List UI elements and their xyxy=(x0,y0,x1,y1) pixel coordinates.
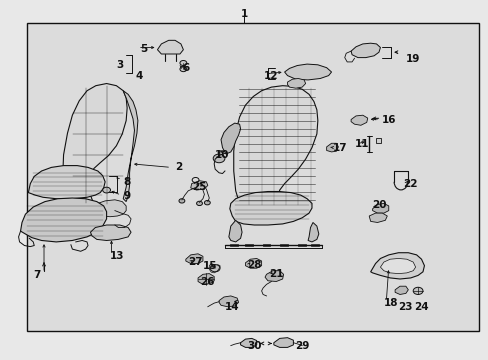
Text: 16: 16 xyxy=(381,114,395,125)
Polygon shape xyxy=(298,244,305,246)
Polygon shape xyxy=(245,258,261,268)
Circle shape xyxy=(196,201,202,206)
Polygon shape xyxy=(95,200,126,217)
Text: 2: 2 xyxy=(175,162,182,172)
Text: 8: 8 xyxy=(123,177,130,187)
Text: 5: 5 xyxy=(141,44,147,54)
Polygon shape xyxy=(368,213,386,222)
Polygon shape xyxy=(311,244,319,246)
Polygon shape xyxy=(287,78,305,88)
Text: 1: 1 xyxy=(241,9,247,19)
Polygon shape xyxy=(219,296,238,307)
Polygon shape xyxy=(326,143,338,152)
Text: 27: 27 xyxy=(188,257,203,267)
Text: 13: 13 xyxy=(110,251,124,261)
Polygon shape xyxy=(90,225,131,240)
Text: 18: 18 xyxy=(383,298,398,308)
Text: 25: 25 xyxy=(192,182,206,192)
Polygon shape xyxy=(123,91,138,202)
Text: 22: 22 xyxy=(403,179,417,189)
Polygon shape xyxy=(273,338,293,347)
Text: 28: 28 xyxy=(246,260,261,270)
Polygon shape xyxy=(221,123,240,154)
Polygon shape xyxy=(229,192,311,225)
Text: 24: 24 xyxy=(413,302,428,312)
Polygon shape xyxy=(190,181,207,190)
Text: 20: 20 xyxy=(371,200,386,210)
Polygon shape xyxy=(380,258,415,274)
Text: 9: 9 xyxy=(123,191,130,201)
Circle shape xyxy=(102,187,110,193)
Polygon shape xyxy=(185,254,203,264)
Circle shape xyxy=(204,201,210,205)
Text: 6: 6 xyxy=(182,63,189,73)
Polygon shape xyxy=(229,244,237,246)
Text: 21: 21 xyxy=(268,269,283,279)
Polygon shape xyxy=(350,115,367,125)
Polygon shape xyxy=(62,84,127,208)
Text: 7: 7 xyxy=(33,270,41,280)
Text: 30: 30 xyxy=(246,341,261,351)
Polygon shape xyxy=(157,40,183,54)
Polygon shape xyxy=(240,338,256,347)
Polygon shape xyxy=(245,244,253,246)
Polygon shape xyxy=(233,86,317,212)
Text: 14: 14 xyxy=(224,302,239,312)
Text: 17: 17 xyxy=(332,143,346,153)
Circle shape xyxy=(210,265,220,272)
Polygon shape xyxy=(307,222,318,242)
Polygon shape xyxy=(228,220,242,242)
Circle shape xyxy=(180,60,186,66)
Text: 19: 19 xyxy=(405,54,420,64)
Polygon shape xyxy=(198,274,214,284)
Polygon shape xyxy=(375,138,381,143)
Text: 11: 11 xyxy=(354,139,368,149)
Polygon shape xyxy=(28,166,105,199)
Text: 23: 23 xyxy=(398,302,412,312)
Circle shape xyxy=(213,154,224,163)
Circle shape xyxy=(180,67,186,72)
Polygon shape xyxy=(262,244,270,246)
Circle shape xyxy=(179,199,184,203)
Text: 15: 15 xyxy=(203,261,217,271)
Text: 3: 3 xyxy=(116,60,123,70)
Text: 26: 26 xyxy=(200,276,215,287)
FancyBboxPatch shape xyxy=(27,23,478,331)
Polygon shape xyxy=(372,203,388,213)
Text: 12: 12 xyxy=(264,71,278,81)
Polygon shape xyxy=(370,253,424,279)
Polygon shape xyxy=(279,244,287,246)
Circle shape xyxy=(412,287,422,294)
Text: 10: 10 xyxy=(215,150,229,160)
Polygon shape xyxy=(394,286,407,294)
Polygon shape xyxy=(284,64,331,80)
Text: 4: 4 xyxy=(135,71,143,81)
Polygon shape xyxy=(20,198,106,242)
Polygon shape xyxy=(264,271,283,282)
Polygon shape xyxy=(350,43,380,58)
Text: 29: 29 xyxy=(294,341,309,351)
